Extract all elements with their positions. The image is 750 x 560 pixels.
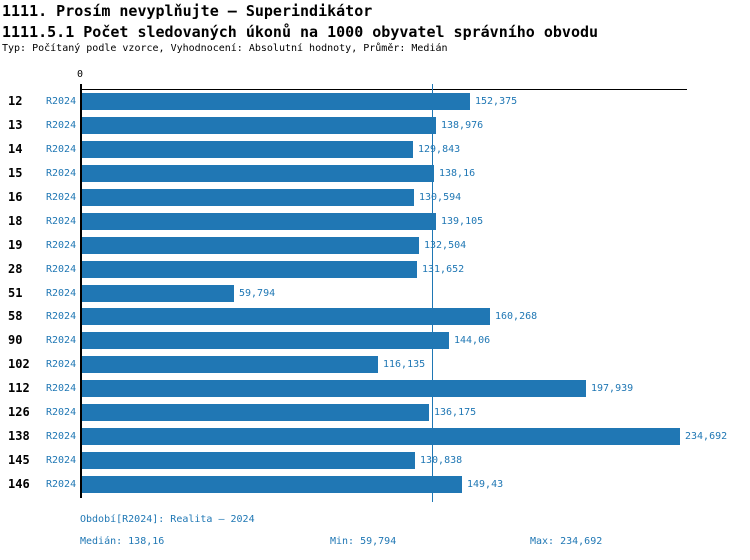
row-category-label: 90 — [8, 333, 23, 348]
bar — [82, 284, 234, 302]
chart-row: 58 R2024 160,268 — [0, 305, 750, 329]
row-period-label: R2024 — [46, 263, 77, 275]
bar — [82, 188, 414, 206]
row-category-label: 12 — [8, 94, 23, 108]
chart-rows: 12 R2024 152,375 13 R2024 138,976 14 R20… — [0, 90, 750, 497]
median-reference-line — [432, 84, 433, 502]
bar-value-label: 131,652 — [422, 263, 465, 275]
footer-median: Medián: 138,16 — [80, 536, 165, 547]
row-period-label: R2024 — [46, 479, 77, 490]
chart-row: 15 R2024 138,16 — [0, 162, 750, 186]
bar-value-label: 138,16 — [439, 167, 476, 179]
bar-value-label: 139,105 — [441, 215, 484, 227]
row-period-label: R2024 — [46, 407, 77, 419]
chart-row: 138 R2024 234,692 — [0, 425, 750, 449]
row-category-label: 58 — [8, 309, 23, 324]
chart-row: 90 R2024 144,06 — [0, 329, 750, 353]
chart-row: 146 R2024 149,43 — [0, 473, 750, 497]
bar — [82, 332, 449, 350]
row-category-label: 112 — [8, 381, 30, 396]
row-period-label: R2024 — [46, 383, 77, 395]
chart-row: 13 R2024 138,976 — [0, 114, 750, 138]
chart-row: 12 R2024 152,375 — [0, 90, 750, 114]
bar — [82, 380, 586, 398]
row-category-label: 28 — [8, 261, 23, 276]
row-category-label: 13 — [8, 117, 23, 132]
bar-value-label: 144,06 — [454, 335, 491, 347]
chart-row: 14 R2024 129,843 — [0, 138, 750, 162]
bar — [82, 116, 436, 134]
x-axis-top-line — [80, 89, 687, 90]
chart-row: 145 R2024 130,838 — [0, 449, 750, 473]
bar-value-label: 132,504 — [424, 239, 467, 251]
chart-row: 16 R2024 130,594 — [0, 186, 750, 210]
row-category-label: 14 — [8, 141, 23, 156]
row-period-label: R2024 — [46, 167, 77, 179]
row-period-label: R2024 — [46, 431, 77, 443]
bar — [82, 236, 419, 254]
row-period-label: R2024 — [46, 455, 77, 467]
row-category-label: 146 — [8, 477, 30, 491]
chart-row: 126 R2024 136,175 — [0, 401, 750, 425]
bar-value-label: 152,375 — [475, 96, 518, 107]
x-axis-zero-tick-label: 0 — [77, 69, 84, 80]
bar — [82, 452, 415, 470]
bar-value-label: 149,43 — [467, 479, 504, 490]
bar-value-label: 116,135 — [383, 359, 426, 371]
footer-period: Období[R2024]: Realita – 2024 — [80, 514, 255, 525]
bar — [82, 428, 680, 446]
y-axis-line — [80, 84, 82, 498]
chart-row: 19 R2024 132,504 — [0, 234, 750, 258]
row-period-label: R2024 — [46, 359, 77, 371]
bar-value-label: 234,692 — [685, 431, 728, 443]
bar-value-label: 160,268 — [495, 311, 538, 323]
bar — [82, 140, 413, 158]
footer-max: Max: 234,692 — [530, 536, 603, 547]
bar — [82, 476, 462, 493]
row-period-label: R2024 — [46, 191, 77, 203]
chart-title: 1111. Prosím nevyplňujte – Superindikáto… — [2, 2, 373, 20]
row-category-label: 51 — [8, 285, 23, 300]
row-category-label: 15 — [8, 165, 23, 180]
row-period-label: R2024 — [46, 335, 77, 347]
bar-value-label: 130,838 — [420, 455, 463, 467]
bar-value-label: 59,794 — [239, 287, 276, 299]
bar-value-label: 197,939 — [591, 383, 634, 395]
row-period-label: R2024 — [46, 311, 77, 323]
bar — [82, 212, 436, 230]
row-category-label: 126 — [8, 405, 30, 420]
bar-value-label: 136,175 — [434, 407, 477, 419]
bar-value-label: 130,594 — [419, 191, 462, 203]
row-category-label: 138 — [8, 429, 30, 444]
bar-value-label: 138,976 — [441, 119, 484, 131]
row-period-label: R2024 — [46, 239, 77, 251]
bar — [82, 164, 434, 182]
chart-row: 112 R2024 197,939 — [0, 377, 750, 401]
bar — [82, 404, 429, 422]
chart-row: 102 R2024 116,135 — [0, 353, 750, 377]
chart-meta-line: Typ: Počítaný podle vzorce, Vyhodnocení:… — [2, 43, 448, 54]
bar — [82, 308, 490, 326]
row-period-label: R2024 — [46, 287, 77, 299]
bar — [82, 93, 470, 110]
bar — [82, 356, 378, 374]
bar — [82, 260, 417, 278]
chart-row: 51 R2024 59,794 — [0, 282, 750, 306]
row-period-label: R2024 — [46, 119, 77, 131]
row-period-label: R2024 — [46, 215, 77, 227]
bar-value-label: 129,843 — [418, 143, 461, 155]
row-category-label: 16 — [8, 189, 23, 204]
chart-row: 18 R2024 139,105 — [0, 210, 750, 234]
row-period-label: R2024 — [46, 143, 77, 155]
chart-row: 28 R2024 131,652 — [0, 258, 750, 282]
chart-subtitle: 1111.5.1 Počet sledovaných úkonů na 1000… — [2, 23, 599, 41]
row-category-label: 102 — [8, 357, 30, 372]
row-category-label: 18 — [8, 213, 23, 228]
row-category-label: 145 — [8, 453, 30, 468]
row-category-label: 19 — [8, 237, 23, 252]
row-period-label: R2024 — [46, 96, 77, 107]
footer-min: Min: 59,794 — [330, 536, 397, 547]
